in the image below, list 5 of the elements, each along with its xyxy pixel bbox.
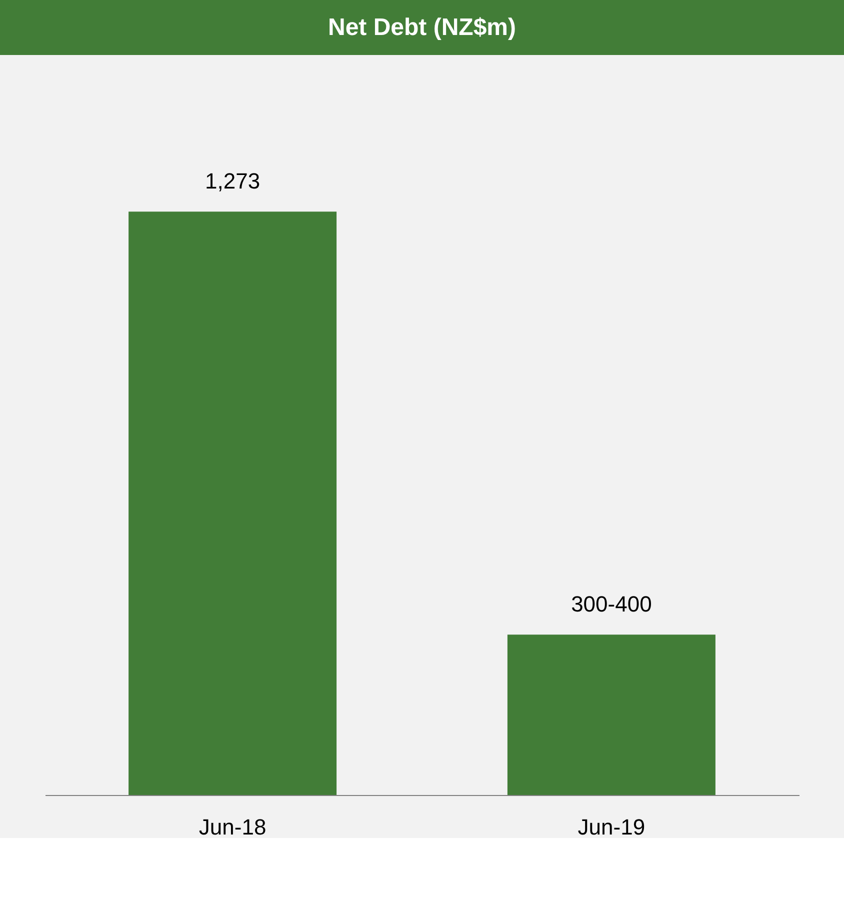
data-label: 1,273 [205, 168, 260, 194]
x-tick-label: Jun-18 [198, 814, 266, 840]
chart-title: Net Debt (NZ$m) [328, 14, 516, 41]
x-tick-label: Jun-19 [578, 814, 646, 840]
data-label: 300-400 [571, 592, 652, 617]
